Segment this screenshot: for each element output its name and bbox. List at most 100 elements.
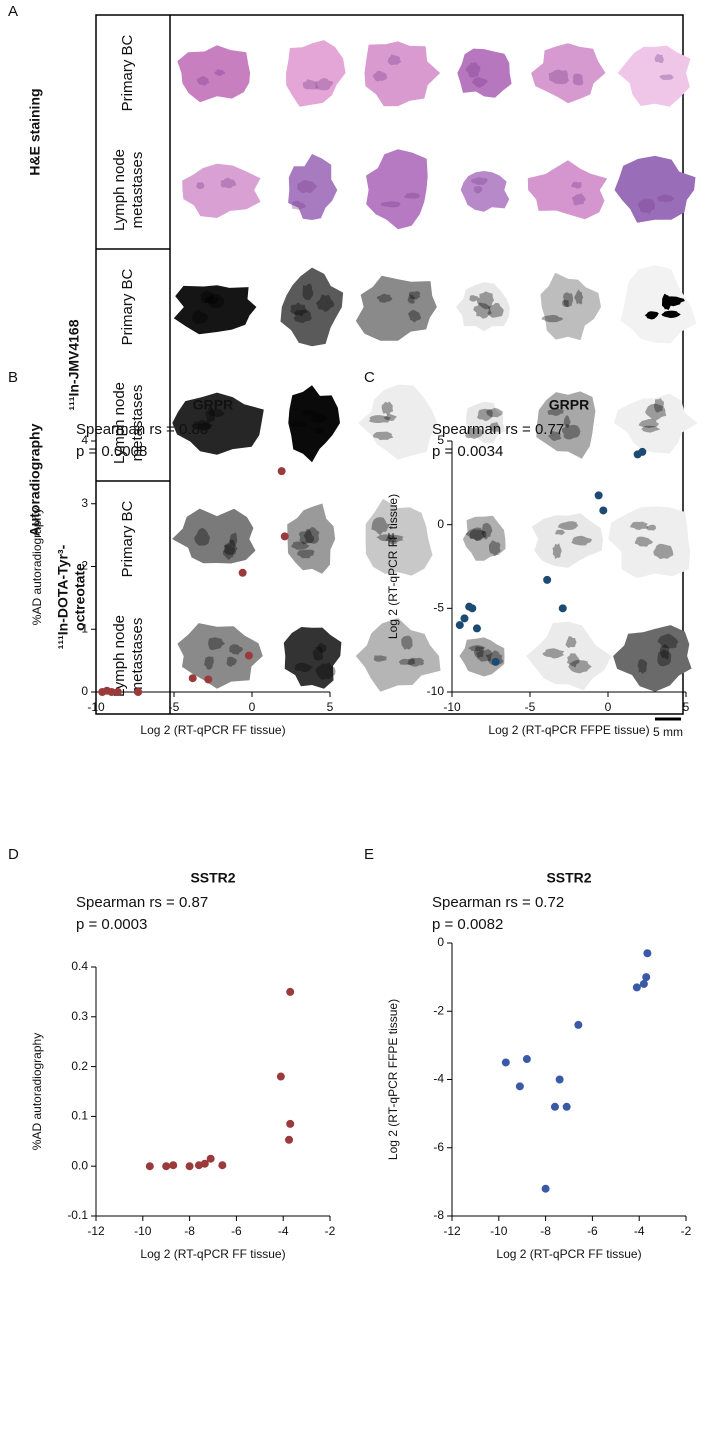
tissue-detail bbox=[473, 302, 492, 319]
chart-title: SSTR2 bbox=[190, 870, 235, 886]
tissue-detail bbox=[316, 642, 327, 653]
tissue-section bbox=[177, 45, 251, 103]
tissue-detail bbox=[368, 415, 391, 423]
y-tick-label: 5 bbox=[437, 433, 444, 447]
tissue-detail bbox=[475, 649, 493, 662]
x-tick-label: -5 bbox=[525, 700, 536, 714]
tissue-detail bbox=[407, 657, 424, 667]
tissue-detail bbox=[383, 414, 397, 421]
tissue-detail bbox=[637, 198, 655, 214]
x-tick-label: -6 bbox=[231, 1224, 242, 1238]
x-tick-label: 5 bbox=[683, 700, 690, 714]
point bbox=[277, 467, 286, 476]
tissue-detail bbox=[310, 412, 328, 424]
x-tick-label: -2 bbox=[325, 1224, 336, 1238]
tissue-detail bbox=[645, 403, 667, 421]
point bbox=[244, 651, 253, 660]
tissue-detail bbox=[542, 648, 565, 659]
tissue-section bbox=[457, 48, 512, 98]
tissue-detail bbox=[465, 427, 483, 439]
y-tick-label: -2 bbox=[433, 1003, 444, 1017]
tissue-detail bbox=[290, 302, 308, 317]
tissue-detail bbox=[562, 299, 569, 308]
tissue-section bbox=[182, 163, 261, 218]
y-tick-label: 0.0 bbox=[71, 1158, 88, 1172]
tissue-section bbox=[364, 41, 441, 107]
point bbox=[455, 621, 464, 630]
tissue-detail bbox=[291, 200, 307, 210]
point bbox=[169, 1161, 178, 1170]
point bbox=[550, 1102, 559, 1111]
x-tick-label: -4 bbox=[634, 1224, 645, 1238]
x-tick-label: 0 bbox=[605, 700, 612, 714]
x-tick-label: -6 bbox=[587, 1224, 598, 1238]
tissue-detail bbox=[298, 529, 314, 545]
tissue-detail bbox=[572, 193, 586, 206]
point bbox=[558, 604, 567, 613]
y-tick-label: 4 bbox=[81, 433, 88, 447]
tissue-detail bbox=[476, 291, 495, 310]
scale-label: 5 mm bbox=[653, 725, 683, 739]
tissue-detail bbox=[657, 649, 672, 667]
x-tick-label: 0 bbox=[249, 700, 256, 714]
row-label: Primary BC bbox=[119, 34, 136, 111]
tissue-detail bbox=[301, 410, 316, 417]
tissue-detail bbox=[571, 535, 592, 546]
tissue-section bbox=[172, 392, 264, 455]
point bbox=[491, 657, 500, 666]
tissue-detail bbox=[638, 418, 660, 428]
tissue-detail bbox=[659, 74, 674, 80]
point bbox=[286, 987, 295, 996]
y-tick-label: -0.1 bbox=[67, 1208, 88, 1222]
point bbox=[204, 675, 213, 684]
chart-title: SSTR2 bbox=[546, 870, 591, 886]
tissue-section bbox=[366, 149, 428, 230]
tissue-detail bbox=[407, 310, 422, 323]
tissue-section bbox=[531, 513, 603, 568]
y-tick-label: 1 bbox=[81, 621, 88, 635]
tissue-detail bbox=[653, 543, 674, 560]
point bbox=[515, 1082, 524, 1091]
tissue-detail bbox=[465, 527, 487, 541]
tissue-detail bbox=[226, 656, 237, 667]
x-tick-label: -10 bbox=[443, 700, 461, 714]
panel-letter: E bbox=[364, 846, 374, 863]
tissue-detail bbox=[303, 527, 320, 544]
tissue-detail bbox=[552, 543, 562, 560]
tissue-detail bbox=[489, 540, 501, 557]
x-tick-label: -8 bbox=[540, 1224, 551, 1238]
point bbox=[162, 1162, 171, 1171]
tissue-section bbox=[280, 267, 344, 347]
x-tick-label: -10 bbox=[490, 1224, 508, 1238]
tissue-detail bbox=[376, 534, 396, 542]
tissue-detail bbox=[200, 290, 214, 305]
tissue-detail bbox=[570, 181, 582, 189]
x-tick-label: -12 bbox=[443, 1224, 461, 1238]
tissue-detail bbox=[314, 78, 334, 91]
tissue-detail bbox=[630, 521, 649, 530]
tissue-section bbox=[288, 385, 340, 463]
row-label: metastases bbox=[129, 385, 146, 462]
point bbox=[468, 604, 477, 613]
y-tick-label: 0 bbox=[81, 684, 88, 698]
row-label: Lymph node bbox=[111, 615, 128, 697]
tissue-detail bbox=[207, 408, 225, 417]
annotation: p = 0.0008 bbox=[76, 443, 147, 460]
tissue-section bbox=[536, 391, 596, 459]
y-tick-label: 0.2 bbox=[71, 1059, 88, 1073]
point bbox=[599, 506, 608, 515]
tissue-detail bbox=[659, 644, 670, 660]
tissue-detail bbox=[641, 425, 661, 433]
point bbox=[285, 1135, 294, 1144]
tissue-section bbox=[462, 515, 506, 561]
tissue-detail bbox=[380, 201, 401, 208]
tissue-detail bbox=[547, 408, 564, 416]
point bbox=[107, 688, 116, 696]
tissue-detail bbox=[314, 427, 325, 434]
x-tick-label: -10 bbox=[87, 700, 105, 714]
point bbox=[286, 1119, 295, 1128]
tissue-detail bbox=[653, 398, 664, 413]
group-label: Autoradiography bbox=[27, 423, 43, 536]
